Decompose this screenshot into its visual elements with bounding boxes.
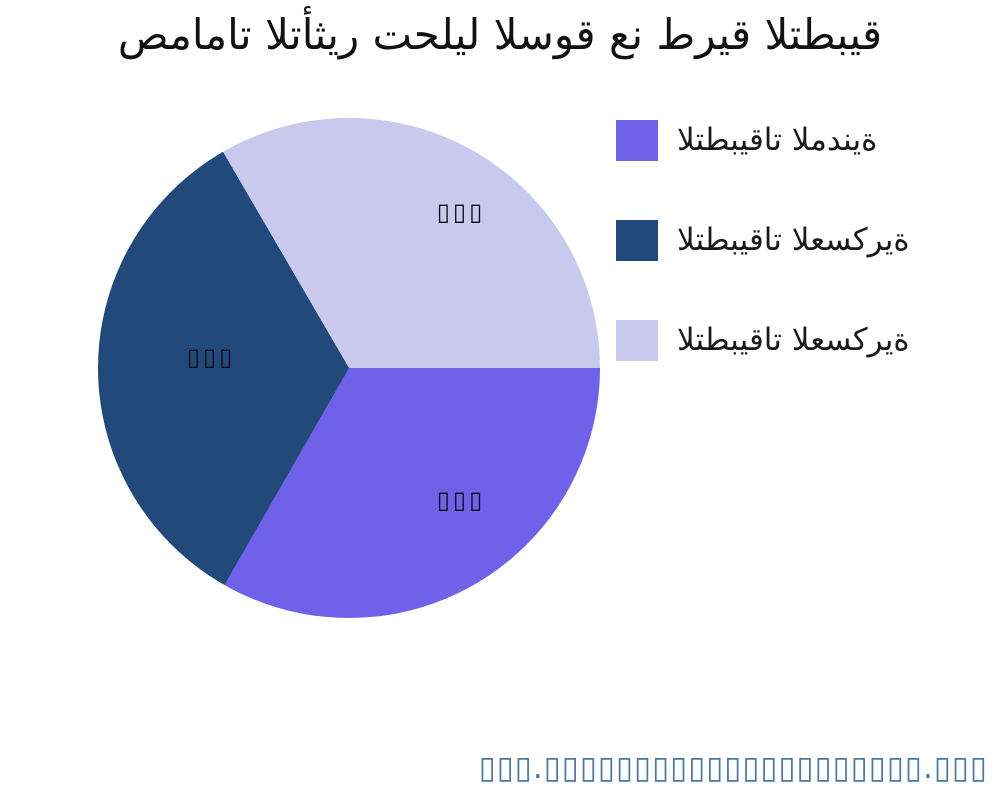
slice-label-military: ▯▯▯ <box>186 343 236 371</box>
legend-item-military-applications-2: التطبيقات العسكرية <box>616 320 910 361</box>
legend-swatch-civil-applications <box>616 120 658 161</box>
legend: التطبيقات المدنية التطبيقات العسكرية الت… <box>616 0 1000 800</box>
pie-chart: ▯▯▯ ▯▯▯ ▯▯▯ <box>98 118 600 618</box>
legend-swatch-military-applications-2 <box>616 320 658 361</box>
legend-item-civil-applications: التطبيقات المدنية <box>616 120 877 161</box>
legend-swatch-military-applications <box>616 220 658 261</box>
legend-label-civil-applications: التطبيقات المدنية <box>677 122 878 158</box>
legend-item-military-applications: التطبيقات العسكرية <box>616 220 910 261</box>
legend-label-military-applications: التطبيقات العسكرية <box>677 222 910 258</box>
watermark-url-text: ▯▯▯.▯▯▯▯▯▯▯▯▯▯▯▯▯▯▯▯▯▯▯▯▯.▯▯▯ <box>478 750 988 786</box>
slice-label-military-2: ▯▯▯ <box>436 198 486 226</box>
slice-label-civil: ▯▯▯ <box>436 486 486 514</box>
chart-title: صمامات التأثير تحليل السوق عن طريق التطب… <box>117 10 883 59</box>
legend-label-military-applications-2: التطبيقات العسكرية <box>677 322 910 358</box>
